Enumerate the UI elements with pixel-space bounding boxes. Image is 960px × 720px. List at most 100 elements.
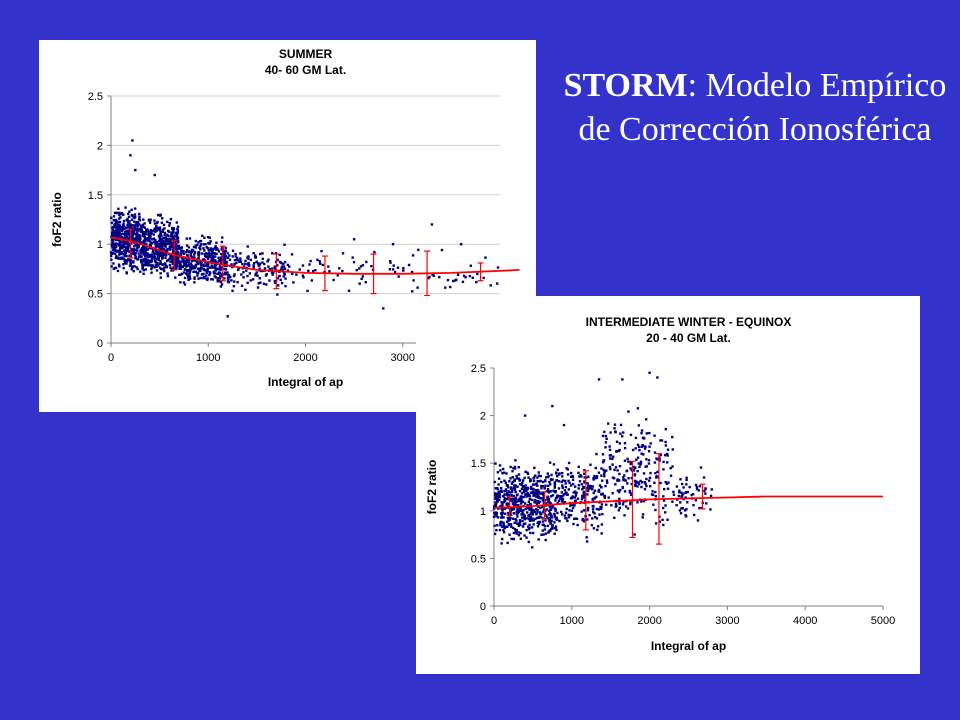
data-point [539,506,542,510]
data-point [125,219,128,222]
data-point [594,476,598,479]
data-point [120,228,123,232]
data-point [134,244,137,247]
data-point [624,479,627,482]
data-point [130,231,133,234]
data-point [123,241,127,244]
data-point [648,476,652,480]
data-point [199,261,202,264]
data-point [199,276,202,280]
y-tick-label: 2 [97,140,103,152]
data-point [503,499,507,503]
data-point [152,249,155,252]
data-point [524,493,527,496]
data-point [147,218,151,222]
data-point [664,511,667,514]
data-point [509,523,513,526]
data-point [202,247,205,250]
data-point [156,264,160,267]
data-point [129,223,132,226]
data-point [519,502,523,505]
data-point [615,450,618,453]
data-point [527,517,531,521]
data-point [542,496,545,500]
data-point [621,485,624,489]
data-point [242,276,245,279]
data-point [592,497,595,501]
data-point [542,495,546,498]
data-point [655,457,658,460]
data-point [217,259,220,263]
data-point [125,262,128,265]
data-point [590,523,594,527]
data-point [169,217,173,221]
data-point [159,230,162,234]
data-point [278,253,282,257]
data-point [161,228,165,231]
data-point [685,483,688,486]
data-point [493,512,497,515]
data-point [193,281,196,284]
data-point [130,235,133,239]
data-point [475,280,478,284]
data-point [618,472,621,476]
data-point [522,495,525,499]
data-point [639,479,642,483]
data-point [111,241,114,245]
fit-line [110,236,520,275]
data-point [163,266,166,269]
data-point [502,500,506,504]
chart-title-line: 40- 60 GM Lat. [265,63,346,77]
data-point [527,500,531,504]
data-point [534,517,537,521]
data-point [254,272,257,276]
data-point [210,250,214,253]
data-point [149,241,152,244]
data-point [224,268,228,271]
data-point [136,224,139,228]
data-point [550,478,553,482]
data-point [235,261,238,265]
data-point [150,232,153,235]
data-point [133,248,137,252]
data-point [150,253,154,256]
data-point [110,244,114,247]
data-point [529,518,533,521]
data-point [648,371,651,374]
data-point [318,260,321,263]
data-point [572,491,575,494]
data-point [545,516,549,519]
data-point [600,532,603,535]
data-point [138,212,141,216]
data-point [200,266,203,270]
data-point [628,489,632,493]
data-point [603,496,607,499]
data-point [569,513,573,517]
data-point [243,262,247,265]
data-point [128,238,131,241]
data-point [164,253,168,256]
data-point [524,486,528,490]
data-point [114,218,118,222]
data-point [110,258,113,261]
chart-title-line: 20 - 40 GM Lat. [646,331,731,345]
data-point [507,522,510,526]
data-point [137,252,140,255]
data-point [532,523,535,526]
data-point [634,447,637,450]
data-point [605,503,608,506]
data-point [170,232,173,236]
data-point [613,516,616,520]
slide-title-bold: STORM [563,67,688,104]
data-point [468,274,472,278]
data-point [174,276,177,279]
data-point [127,236,131,239]
data-point [143,239,147,243]
data-point [141,223,145,227]
data-point [114,235,118,238]
data-point [227,278,230,281]
data-point [537,496,540,500]
data-point [530,512,533,515]
data-point [125,229,128,233]
data-point [521,519,524,523]
